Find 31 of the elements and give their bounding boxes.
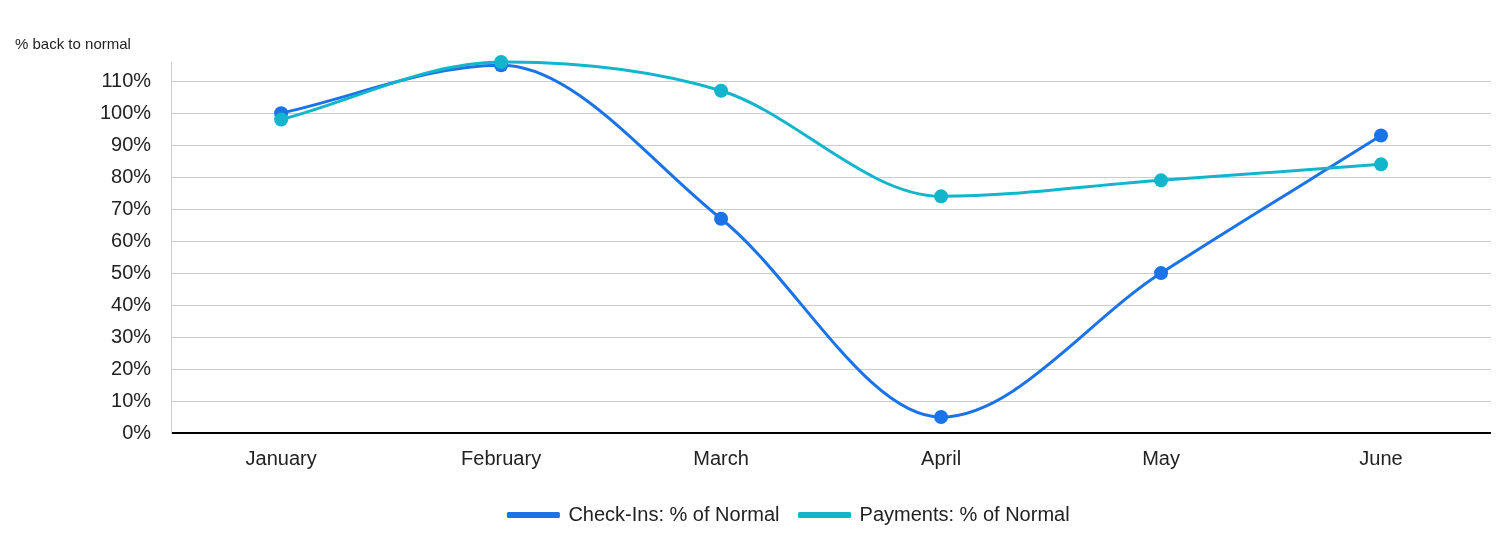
legend-label: Payments: % of Normal — [859, 502, 1070, 525]
x-tick-label: February — [461, 446, 542, 469]
y-tick-label: 30% — [111, 324, 152, 347]
y-tick-label: 50% — [111, 260, 152, 283]
y-tick-label: 100% — [100, 100, 152, 123]
y-tick-label: 40% — [111, 292, 152, 315]
x-tick-label: May — [1142, 446, 1180, 469]
point — [934, 189, 949, 204]
y-tick-label: 60% — [111, 228, 152, 251]
y-tick-label: 70% — [111, 196, 152, 219]
x-tick-label: April — [921, 446, 962, 469]
point — [1374, 128, 1389, 143]
point — [1154, 173, 1169, 188]
x-tick-label: June — [1359, 446, 1403, 469]
x-tick-label: January — [245, 446, 317, 469]
y-tick-label: 20% — [111, 356, 152, 379]
point — [934, 410, 949, 425]
point — [1374, 157, 1389, 172]
y-tick-label: 0% — [122, 420, 152, 443]
y-tick-label: 80% — [111, 164, 152, 187]
point — [1154, 266, 1169, 281]
point — [494, 55, 509, 69]
y-tick-label: 90% — [111, 132, 152, 155]
y-tick-label: 10% — [111, 388, 152, 411]
point — [714, 83, 729, 98]
legend-label: Check-Ins: % of Normal — [568, 502, 780, 525]
y-axis-title: % back to normal — [15, 35, 131, 53]
x-tick-label: March — [693, 446, 749, 469]
point — [274, 112, 289, 127]
point — [714, 211, 729, 226]
y-tick-label: 110% — [101, 68, 152, 91]
